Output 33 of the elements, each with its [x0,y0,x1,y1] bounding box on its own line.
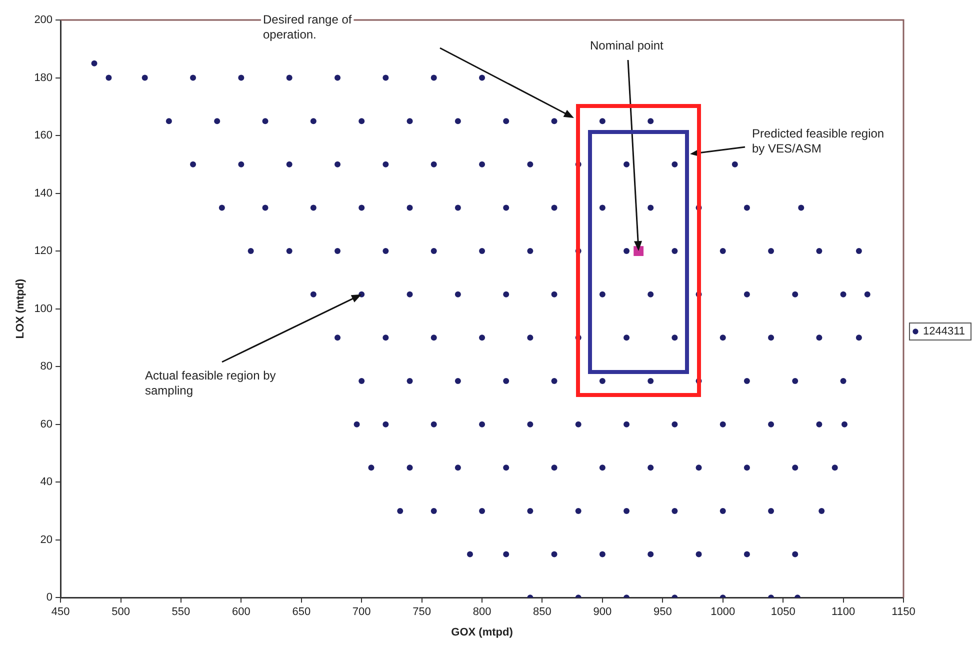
x-axis-title: GOX (mtpd) [451,626,514,638]
y-tick-label: 120 [34,245,53,258]
x-tick-label: 900 [593,606,612,618]
x-tick-label: 1100 [831,606,856,618]
x-tick-label: 850 [533,606,552,618]
x-tick-label: 800 [472,606,492,618]
y-tick-label: 140 [34,187,53,200]
annotation: Actual feasible region by sampling [145,368,276,398]
annotation: Nominal point [590,38,664,52]
y-tick-label: 180 [34,72,53,84]
y-tick-label: 20 [40,534,53,546]
x-tick-label: 750 [412,606,431,618]
x-tick-label: 650 [292,606,311,618]
annotation: Predicted feasible region by VES/ASM [752,126,884,156]
y-tick-label: 0 [46,592,53,604]
y-axis-title: LOX (mtpd) [14,278,27,339]
y-tick-label: 80 [40,360,53,373]
y-tick-label: 60 [40,418,53,430]
x-tick-label: 1050 [770,606,796,618]
y-tick-label: 160 [34,130,53,142]
x-tick-label: 1000 [710,606,736,618]
legend-label: 1244311 [922,326,966,338]
x-tick-label: 500 [112,606,130,618]
x-tick-label: 1150 [892,606,916,618]
x-tick-label: 700 [352,606,371,618]
annotation: Desired range of operation. [263,12,352,42]
x-tick-label: 600 [232,606,250,618]
y-tick-label: 40 [40,476,53,488]
x-tick-label: 550 [172,606,190,618]
y-tick-label: 100 [34,302,53,315]
x-tick-label: 450 [51,606,70,618]
x-tick-label: 950 [653,606,672,618]
y-tick-label: 200 [34,14,53,26]
